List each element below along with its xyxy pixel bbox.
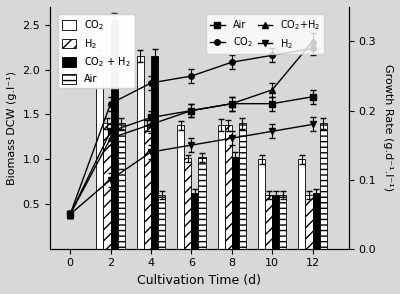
Legend: CO$_2$, H$_2$, CO$_2$ + H$_2$, Air: CO$_2$, H$_2$, CO$_2$ + H$_2$, Air (58, 14, 134, 88)
Bar (104, 123, 110, 249)
Y-axis label: Biomass DCW (g.l⁻¹): Biomass DCW (g.l⁻¹) (7, 71, 17, 185)
Bar (239, 123, 246, 249)
Bar (158, 195, 165, 249)
Bar (232, 157, 239, 249)
Bar (272, 195, 279, 249)
Bar (184, 158, 191, 249)
Bar (298, 159, 306, 249)
Legend: Air, CO$_2$, CO$_2$+H$_2$, H$_2$: Air, CO$_2$, CO$_2$+H$_2$, H$_2$ (206, 14, 324, 54)
Y-axis label: Growth Rate (g.d⁻¹.l⁻¹): Growth Rate (g.d⁻¹.l⁻¹) (383, 64, 393, 191)
Bar (118, 123, 125, 249)
Bar (96, 56, 104, 249)
Bar (265, 195, 272, 249)
X-axis label: Cultivation Time (d): Cultivation Time (d) (138, 274, 262, 287)
Bar (137, 56, 144, 249)
Bar (110, 20, 118, 249)
Bar (225, 125, 232, 249)
Bar (312, 193, 320, 249)
Bar (218, 125, 225, 249)
Bar (177, 125, 184, 249)
Bar (191, 193, 198, 249)
Bar (258, 159, 265, 249)
Bar (198, 157, 206, 249)
Bar (306, 195, 312, 249)
Bar (144, 125, 151, 249)
Bar (279, 195, 286, 249)
Bar (320, 123, 327, 249)
Bar (151, 56, 158, 249)
